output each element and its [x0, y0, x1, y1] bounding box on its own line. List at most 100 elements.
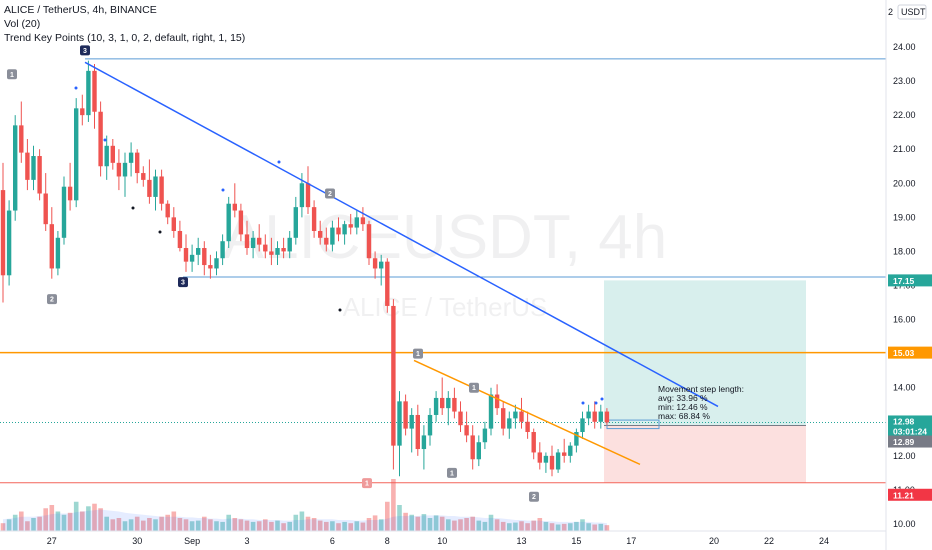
candle — [226, 196, 231, 249]
candle-body — [391, 305, 396, 446]
badge-stop: 11.21 — [893, 490, 914, 500]
volume-bar — [592, 524, 597, 531]
trend-key-points: 1 2 3 3 2 1 1 1 1 2 — [7, 45, 604, 502]
volume-bar — [311, 518, 317, 531]
volume-bar — [580, 519, 585, 531]
candle — [6, 200, 12, 286]
key-point-badge — [80, 45, 90, 56]
candle-body — [0, 190, 6, 276]
badge-entry: 12.89 — [893, 437, 915, 447]
time-tick-label: 30 — [132, 536, 142, 546]
symbol-watermark: ALICEUSDT, 4h ALICE / TetherUS — [223, 203, 668, 322]
volume-bar — [37, 516, 42, 531]
candle-body — [128, 152, 134, 163]
candle — [104, 135, 109, 180]
candle — [128, 142, 134, 177]
volume-bar — [555, 524, 561, 531]
candle — [238, 203, 244, 242]
candle — [549, 445, 555, 477]
volume-bar — [439, 516, 445, 531]
candle-body — [385, 261, 390, 306]
volume-bar — [372, 515, 378, 531]
volume-bar — [305, 516, 311, 531]
candle-body — [574, 432, 579, 446]
volume-bar — [549, 523, 555, 531]
volume-bar — [12, 514, 18, 531]
candle-body — [348, 224, 353, 228]
candle — [43, 173, 48, 231]
candle-body — [269, 251, 274, 255]
volume-bar — [537, 518, 543, 531]
stop-loss-zone — [604, 425, 806, 483]
candle — [372, 251, 378, 279]
volume-bar — [55, 511, 61, 531]
candle — [311, 200, 317, 238]
price-tick-label: 16.00 — [893, 315, 916, 325]
volume-bar — [446, 519, 451, 531]
candle-body — [6, 210, 12, 276]
volume-bar — [232, 518, 238, 531]
trendlines[interactable] — [84, 61, 719, 466]
key-point-marker: 1 — [469, 382, 479, 393]
horizontal-levels[interactable] — [0, 58, 886, 484]
candle — [110, 138, 115, 170]
key-point-marker: 1 — [7, 69, 17, 80]
volume-bar — [403, 512, 408, 531]
trend-key-points-label[interactable]: Trend Key Points (10, 3, 1, 0, 2, defaul… — [4, 32, 246, 44]
candle-body — [324, 237, 329, 245]
key-point-badge — [47, 294, 57, 305]
candle — [232, 183, 237, 218]
volume-bar — [98, 508, 103, 531]
candle-body — [238, 210, 244, 235]
candle — [171, 207, 176, 238]
candle-body — [293, 207, 298, 238]
candle — [379, 254, 384, 286]
chart-legend[interactable]: ALICE / TetherUS, 4h, BINANCE Vol (20) T… — [4, 3, 245, 45]
candle-body — [427, 414, 433, 436]
volume-bar — [519, 521, 524, 531]
candle-body — [67, 186, 73, 201]
volume-bar — [568, 523, 573, 531]
candle — [452, 387, 457, 419]
pivot-dot — [158, 230, 162, 234]
candle-body — [165, 203, 170, 218]
volume-bar — [574, 521, 579, 531]
candle-body — [458, 411, 463, 426]
volume-bar — [513, 522, 518, 531]
key-point-label: 3 — [83, 48, 87, 55]
volume-bar — [263, 519, 268, 531]
candle-body — [13, 125, 18, 211]
volume-bar — [330, 521, 335, 531]
candle-body — [202, 248, 207, 266]
symbol-title[interactable]: ALICE / TetherUS, 4h, BINANCE — [4, 4, 157, 16]
candle — [458, 401, 463, 433]
volume-bar — [354, 521, 360, 531]
currency-label: USDT — [901, 7, 926, 17]
time-axis[interactable]: 27 30 Sep 3 6 8 10 13 15 17 20 22 24 — [0, 530, 886, 546]
time-tick-label: Sep — [184, 536, 200, 546]
candle — [141, 166, 146, 187]
candle-body — [354, 217, 359, 228]
volume-bar — [366, 518, 372, 531]
candle — [98, 101, 103, 177]
long-position-tool[interactable] — [604, 280, 806, 483]
volume-indicator-label[interactable]: Vol (20) — [4, 18, 41, 30]
candle-body — [342, 224, 347, 235]
candle — [555, 449, 561, 473]
price-axis[interactable]: USDT 2 10.0011.0012.0013.0014.0015.0016.… — [885, 0, 927, 550]
badge-resistance-box — [888, 346, 932, 359]
key-point-marker: 2 — [47, 294, 57, 305]
candle — [116, 149, 122, 191]
volume-bar — [128, 519, 134, 531]
volume-bar — [49, 505, 55, 531]
candle-body — [372, 258, 378, 269]
price-tick-label: 19.00 — [893, 212, 916, 222]
key-point-badge — [529, 491, 539, 502]
price-tick-label: 18.00 — [893, 246, 916, 256]
candle — [568, 442, 573, 463]
candle — [61, 176, 67, 245]
volume-bar — [385, 501, 390, 531]
candle-body — [80, 108, 85, 116]
candle-body — [141, 173, 146, 180]
